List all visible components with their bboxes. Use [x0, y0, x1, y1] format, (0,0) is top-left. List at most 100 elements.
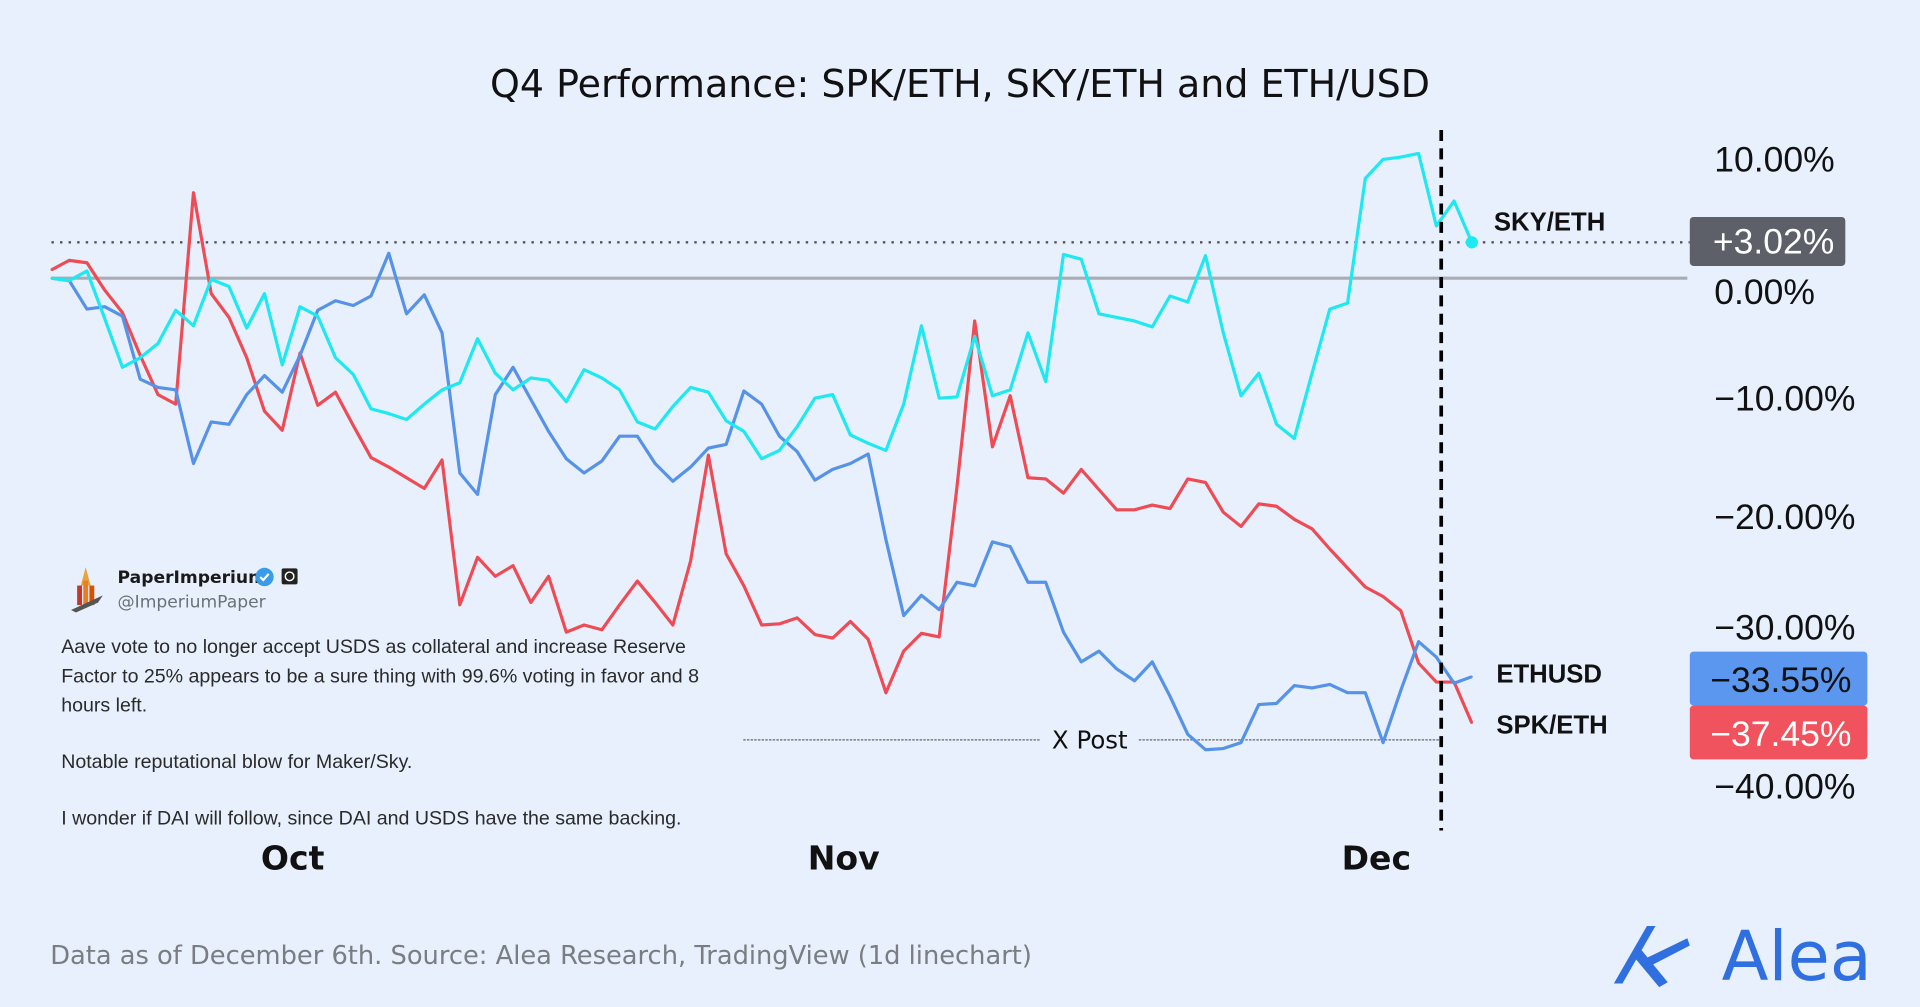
ethusd-point: [299, 354, 301, 357]
spk-eth-point: [1186, 477, 1189, 480]
spk-eth-point: [1204, 481, 1207, 484]
sky-eth-point: [405, 418, 408, 421]
ethusd-point: [1044, 581, 1047, 584]
ethusd-point: [405, 312, 408, 315]
spk-eth-point: [103, 289, 106, 292]
ethusd-point: [1133, 679, 1136, 682]
ethusd-point: [778, 435, 781, 438]
tweet-author-name: PaperImperium: [118, 568, 266, 588]
sky-eth-point: [902, 403, 905, 406]
ethusd-point: [1151, 660, 1154, 663]
ethusd-point: [1062, 631, 1065, 634]
spk-eth-point: [671, 624, 674, 626]
spk-eth-point: [1346, 567, 1349, 569]
spk-eth-point: [1311, 527, 1314, 530]
sky-eth-point: [938, 397, 941, 400]
ethusd-point: [796, 450, 799, 453]
embedded-tweet: PaperImperium @ImperiumPaper Aave vote t…: [61, 567, 699, 829]
sky-eth-point: [973, 335, 976, 338]
spk-eth-point: [68, 259, 71, 262]
spk-eth-point: [529, 601, 532, 604]
sky-eth-point: [583, 368, 586, 371]
spk-eth-point: [920, 632, 923, 635]
spk-eth-point: [760, 624, 763, 626]
ethusd-point: [441, 331, 444, 334]
ethusd-point: [902, 614, 905, 617]
ethusd-point: [1364, 691, 1367, 694]
spk-eth-point: [1417, 662, 1420, 665]
sky-eth-point: [1382, 158, 1385, 161]
sky-eth-point: [884, 449, 887, 452]
badge-ethusd: −33.55%: [1689, 651, 1868, 706]
spk-eth-point: [1399, 609, 1402, 612]
ethusd-point: [334, 299, 337, 302]
sky-eth-point: [1465, 236, 1478, 249]
spk-eth-point: [494, 575, 497, 578]
sky-eth-point: [600, 376, 603, 379]
sky-eth-point: [423, 403, 426, 406]
spk-eth-point: [1026, 476, 1029, 479]
sky-eth-point: [1026, 331, 1029, 334]
x-axis: Oct Nov Dec: [261, 839, 1411, 878]
x-post-label: X Post: [1052, 725, 1128, 754]
spk-eth-point: [121, 311, 124, 314]
sky-eth-point: [1098, 312, 1100, 315]
spk-eth-point: [1435, 681, 1438, 684]
ethusd-point: [228, 423, 230, 426]
spk-eth-point: [1364, 586, 1367, 588]
sky-eth-point: [334, 356, 337, 359]
sky-eth-point: [636, 420, 639, 423]
sky-eth-point: [867, 442, 870, 445]
spk-eth-point: [867, 638, 870, 641]
tweet-author-handle: @ImperiumPaper: [118, 593, 267, 613]
sky-eth-point: [1080, 258, 1083, 261]
spk-eth-point: [387, 466, 390, 469]
sky-eth-point: [1115, 316, 1118, 319]
spk-eth-point: [85, 261, 88, 264]
ethusd-point: [1240, 741, 1242, 744]
spk-eth-point: [1133, 508, 1136, 511]
spk-eth-point: [955, 486, 958, 489]
sky-eth-point: [1062, 253, 1065, 256]
spk-eth-point: [991, 445, 994, 448]
spk-eth-point: [1044, 477, 1047, 480]
ethusd-point: [565, 457, 568, 460]
ethusd-point: [938, 608, 941, 611]
ethusd-point: [725, 443, 728, 446]
ethusd-point: [1382, 741, 1385, 744]
ethusd-point: [245, 393, 248, 396]
ethusd-point: [1009, 545, 1012, 548]
sky-eth-point: [50, 277, 53, 280]
y-tick-label: 10.00%: [1714, 140, 1834, 180]
sky-eth-point: [1453, 200, 1456, 202]
sky-eth-point: [565, 400, 568, 403]
sky-eth-point: [742, 430, 745, 433]
ethusd-point: [1222, 747, 1225, 750]
sky-eth-point: [1151, 325, 1154, 328]
sky-eth-point: [725, 419, 728, 422]
ethusd-point: [920, 594, 923, 597]
spk-eth-point: [352, 424, 355, 427]
verified-badge-icon: [255, 567, 274, 587]
ethusd-point: [263, 374, 266, 377]
tweet-avatar-icon: [71, 567, 103, 613]
ethusd-point: [1328, 683, 1331, 686]
ethusd-point: [1026, 581, 1029, 584]
sky-eth-point: [547, 379, 550, 382]
sky-eth-point: [121, 366, 124, 369]
badge-background: [1689, 705, 1868, 760]
spk-eth-point: [1098, 488, 1100, 491]
spk-eth-point: [512, 564, 515, 567]
spk-eth-point: [725, 552, 728, 555]
spk-eth-point: [316, 404, 319, 407]
ethusd-point: [618, 435, 621, 438]
sky-eth-point: [1435, 224, 1438, 227]
ethusd-point: [139, 378, 142, 381]
spk-eth-point: [281, 429, 284, 432]
ethusd-point: [1399, 689, 1402, 692]
sky-eth-point: [1275, 423, 1278, 426]
badge-value: −37.45%: [1710, 714, 1851, 754]
sky-eth-point: [476, 337, 479, 340]
spk-eth-point: [547, 575, 550, 578]
